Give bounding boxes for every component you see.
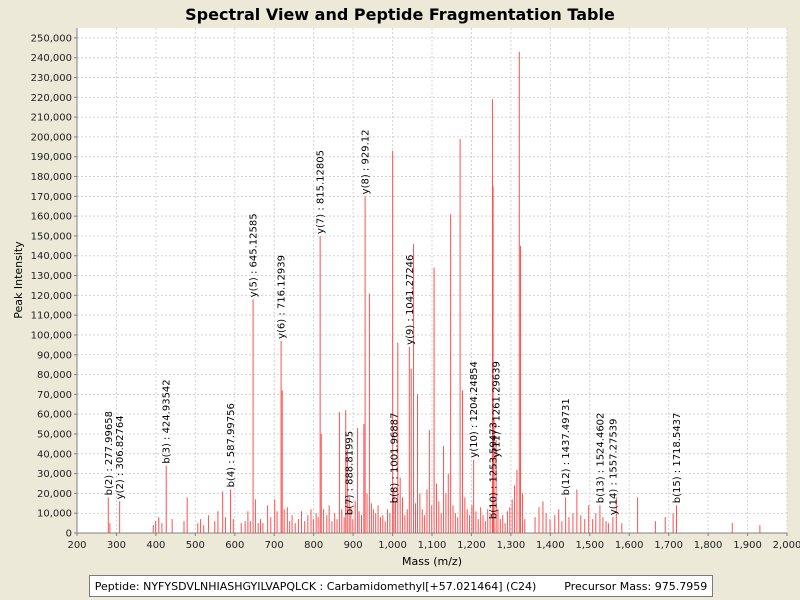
ion-annotation: y(10) : 1204.24854 [469,361,480,458]
info-footer: Peptide: NYFYSDVLNHIASHGYILVAPQLCK : Car… [89,575,713,597]
y-tick-label: 60,000 [37,410,72,421]
y-tick-label: 130,000 [31,271,72,282]
ion-annotation: b(7) : 888.81995 [345,431,356,515]
y-tick-label: 220,000 [31,93,72,104]
axes: 0 10,000 20,000 30,000 40,000 50,000 60,000 70,… [31,28,800,551]
x-tick-label: 600 [225,540,244,551]
y-tick-label: 120,000 [31,291,72,302]
y-tick-label: 70,000 [37,390,72,401]
ion-annotation: b(10) : 1253.59473 [489,422,500,519]
peaks-layer [107,51,761,533]
ion-labels-layer: b(2) : 277.99658 y(2) : 306.82764 b(3) : 4… [104,130,683,520]
y-tick-label: 20,000 [37,489,72,500]
y-tick-label: 30,000 [37,469,72,480]
peptide-info: Peptide: NYFYSDVLNHIASHGYILVAPQLCK : Car… [94,579,537,593]
y-tick-label: 170,000 [31,192,72,203]
ion-annotation: b(8) : 1001.96887 [389,413,400,504]
precursor-mass: Precursor Mass: 975.7959 [564,579,708,593]
x-tick-label: 900 [344,540,363,551]
ion-annotation: b(3) : 424.93542 [162,379,173,463]
ion-annotation: y(5) : 645.12585 [249,213,260,297]
chart-title: Spectral View and Peptide Fragmentation … [185,5,615,24]
ion-annotation: y(11) : 1261.29639 [492,361,503,458]
y-tick-label: 100,000 [31,330,72,341]
ion-annotation: b(15) : 1718.5437 [672,413,683,504]
ion-annotation: y(6) : 716.12939 [277,255,288,339]
x-tick-label: 500 [186,540,205,551]
x-tick-label: 200 [67,540,86,551]
x-tick-label: 1,600 [615,540,644,551]
y-tick-label: 90,000 [37,350,72,361]
y-tick-label: 80,000 [37,370,72,381]
y-tick-label: 200,000 [31,132,72,143]
y-tick-label: 190,000 [31,152,72,163]
x-tick-label: 2,000 [773,540,800,551]
y-tick-label: 50,000 [37,429,72,440]
y-tick-label: 180,000 [31,172,72,183]
x-tick-label: 1,900 [733,540,762,551]
x-tick-label: 1,800 [694,540,723,551]
ion-annotation: b(13) : 1524.4602 [595,413,606,504]
ion-annotation: y(2) : 306.82764 [115,415,126,499]
x-tick-label: 1,700 [654,540,683,551]
x-tick-label: 800 [304,540,323,551]
x-tick-label: 1,300 [497,540,526,551]
ion-annotation: b(2) : 277.99658 [104,411,115,495]
ion-annotation: y(9) : 1041.27246 [405,255,416,345]
x-tick-label: 1,500 [575,540,604,551]
x-tick-label: 1,100 [418,540,447,551]
x-tick-label: 1,200 [457,540,486,551]
ion-annotation: y(7) : 815.12805 [316,150,327,234]
y-tick-label: 110,000 [31,311,72,322]
y-tick-label: 160,000 [31,212,72,223]
y-tick-label: 140,000 [31,251,72,262]
y-tick-label: 150,000 [31,231,72,242]
ion-annotation: y(14) : 1557.27539 [608,419,619,516]
x-tick-label: 1,400 [536,540,565,551]
y-tick-label: 240,000 [31,53,72,64]
x-tick-label: 300 [107,540,126,551]
y-tick-label: 230,000 [31,73,72,84]
x-tick-label: 400 [146,540,165,551]
x-axis-title: Mass (m/z) [402,555,462,568]
grid-lines [76,28,788,534]
ion-annotation: b(4) : 587.99756 [226,403,237,487]
y-axis-title: Peak Intensity [12,241,25,319]
x-tick-label: 1,000 [378,540,407,551]
y-tick-label: 0 [66,529,72,540]
y-tick-label: 10,000 [37,509,72,520]
y-tick-label: 40,000 [37,449,72,460]
x-tick-label: 700 [265,540,284,551]
y-tick-label: 210,000 [31,113,72,124]
y-tick-label: 250,000 [31,33,72,44]
ion-annotation: b(12) : 1437.49731 [561,398,572,495]
ion-annotation: y(8) : 929.12 [361,130,372,195]
